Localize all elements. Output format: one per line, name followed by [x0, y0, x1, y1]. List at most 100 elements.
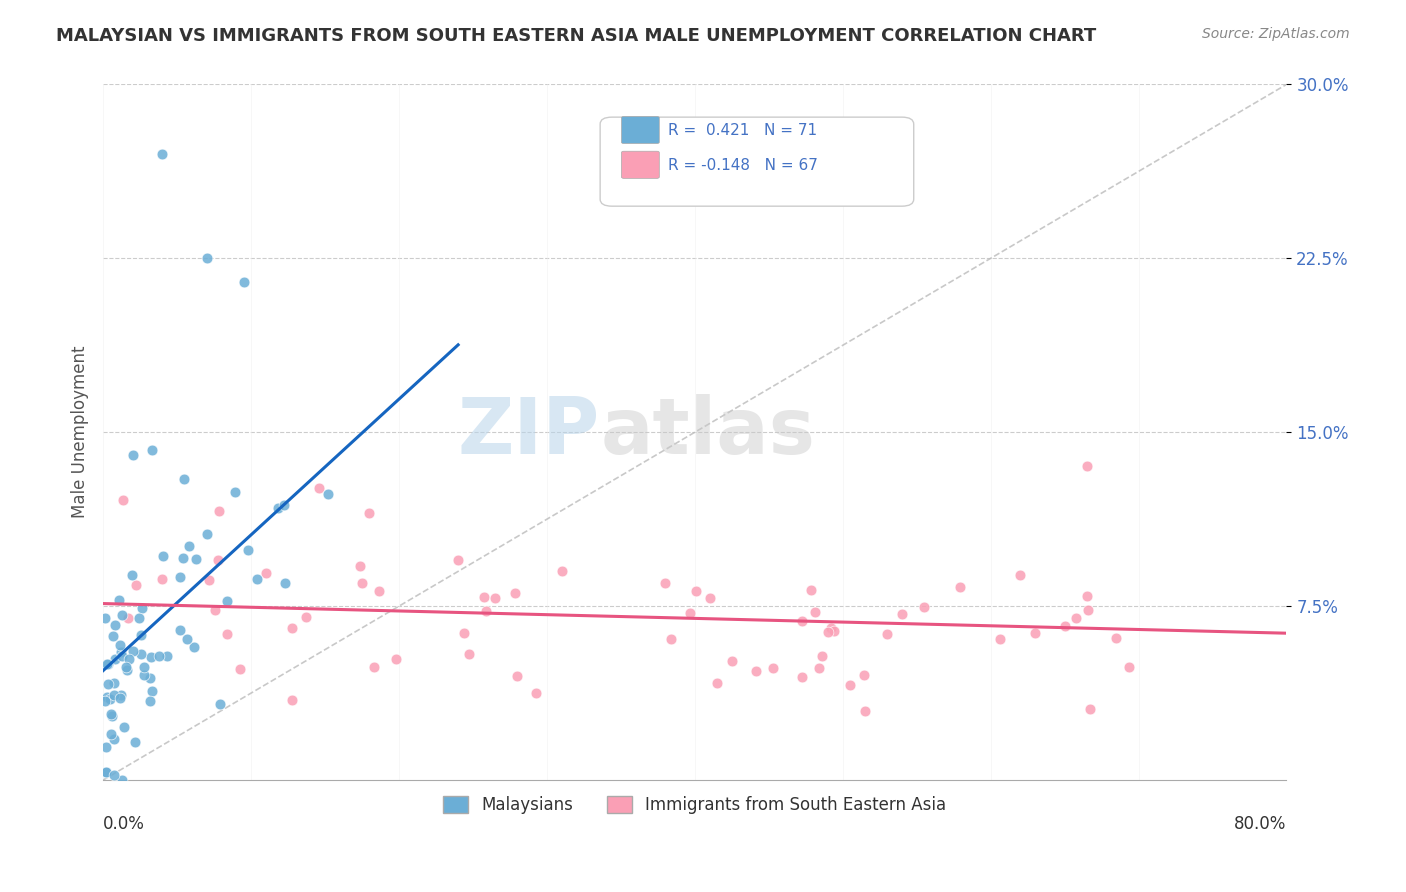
- Point: [104, 652, 127, 666]
- Point: [107, 593, 129, 607]
- Point: [141, 684, 163, 698]
- Point: [853, 668, 876, 682]
- Point: [1064, 611, 1087, 625]
- Point: [800, 582, 823, 597]
- Point: [93, 610, 115, 624]
- Point: [1054, 619, 1077, 633]
- Text: R = -0.148   N = 67: R = -0.148 N = 67: [668, 158, 817, 173]
- Point: [195, 526, 218, 541]
- Point: [121, 568, 143, 582]
- Text: R =  0.421   N = 71: R = 0.421 N = 71: [668, 123, 817, 138]
- Point: [176, 632, 198, 647]
- Point: [385, 651, 408, 665]
- Point: [177, 540, 200, 554]
- Point: [273, 576, 295, 591]
- Point: [720, 654, 742, 668]
- Point: [94, 740, 117, 755]
- Point: [117, 652, 139, 666]
- Point: [108, 691, 131, 706]
- Point: [706, 676, 728, 690]
- Point: [111, 607, 134, 622]
- Point: [1024, 625, 1046, 640]
- Point: [1008, 567, 1031, 582]
- FancyBboxPatch shape: [600, 117, 914, 206]
- Point: [208, 697, 231, 711]
- Point: [100, 727, 122, 741]
- Point: [503, 586, 526, 600]
- Point: [103, 675, 125, 690]
- Point: [912, 599, 935, 614]
- Point: [103, 767, 125, 781]
- Point: [132, 660, 155, 674]
- Point: [352, 576, 374, 591]
- Point: [659, 632, 682, 646]
- Point: [138, 671, 160, 685]
- Point: [139, 649, 162, 664]
- Point: [96, 657, 118, 672]
- Point: [988, 632, 1011, 646]
- Point: [173, 472, 195, 486]
- Point: [890, 607, 912, 621]
- Point: [96, 765, 118, 780]
- Point: [232, 275, 254, 289]
- Point: [97, 677, 120, 691]
- Point: [128, 611, 150, 625]
- Point: [183, 640, 205, 654]
- Point: [654, 576, 676, 591]
- Point: [1077, 602, 1099, 616]
- Point: [111, 649, 134, 664]
- Point: [359, 507, 381, 521]
- Point: [762, 661, 785, 675]
- Text: atlas: atlas: [600, 394, 815, 470]
- Point: [685, 584, 707, 599]
- Point: [125, 578, 148, 592]
- Point: [238, 542, 260, 557]
- Point: [1076, 458, 1098, 473]
- Point: [96, 690, 118, 704]
- Point: [103, 731, 125, 746]
- Point: [1118, 660, 1140, 674]
- Point: [121, 449, 143, 463]
- Point: [224, 485, 246, 500]
- Point: [103, 688, 125, 702]
- Point: [108, 638, 131, 652]
- Point: [246, 572, 269, 586]
- Point: [124, 735, 146, 749]
- Point: [475, 604, 498, 618]
- Point: [141, 442, 163, 457]
- Point: [94, 693, 117, 707]
- Point: [129, 627, 152, 641]
- Point: [150, 147, 173, 161]
- Point: [122, 644, 145, 658]
- Point: [112, 492, 135, 507]
- Point: [447, 553, 470, 567]
- Point: [808, 661, 831, 675]
- Point: [129, 647, 152, 661]
- Point: [295, 610, 318, 624]
- Point: [217, 626, 239, 640]
- Point: [150, 573, 173, 587]
- Point: [803, 605, 825, 619]
- Point: [472, 591, 495, 605]
- Point: [550, 565, 572, 579]
- Point: [876, 627, 898, 641]
- Point: [349, 558, 371, 573]
- Y-axis label: Male Unemployment: Male Unemployment: [72, 346, 89, 518]
- Point: [484, 591, 506, 605]
- Point: [280, 693, 302, 707]
- Point: [101, 629, 124, 643]
- Point: [139, 694, 162, 708]
- Text: Source: ZipAtlas.com: Source: ZipAtlas.com: [1202, 27, 1350, 41]
- Point: [115, 660, 138, 674]
- Text: ZIP: ZIP: [458, 394, 600, 470]
- Point: [458, 647, 481, 661]
- Point: [1105, 631, 1128, 645]
- Point: [790, 614, 813, 628]
- Point: [115, 664, 138, 678]
- Point: [266, 500, 288, 515]
- Legend: Malaysians, Immigrants from South Eastern Asia: Malaysians, Immigrants from South Easter…: [437, 789, 953, 821]
- Point: [104, 618, 127, 632]
- FancyBboxPatch shape: [621, 117, 659, 144]
- Point: [745, 665, 768, 679]
- Point: [1076, 589, 1098, 603]
